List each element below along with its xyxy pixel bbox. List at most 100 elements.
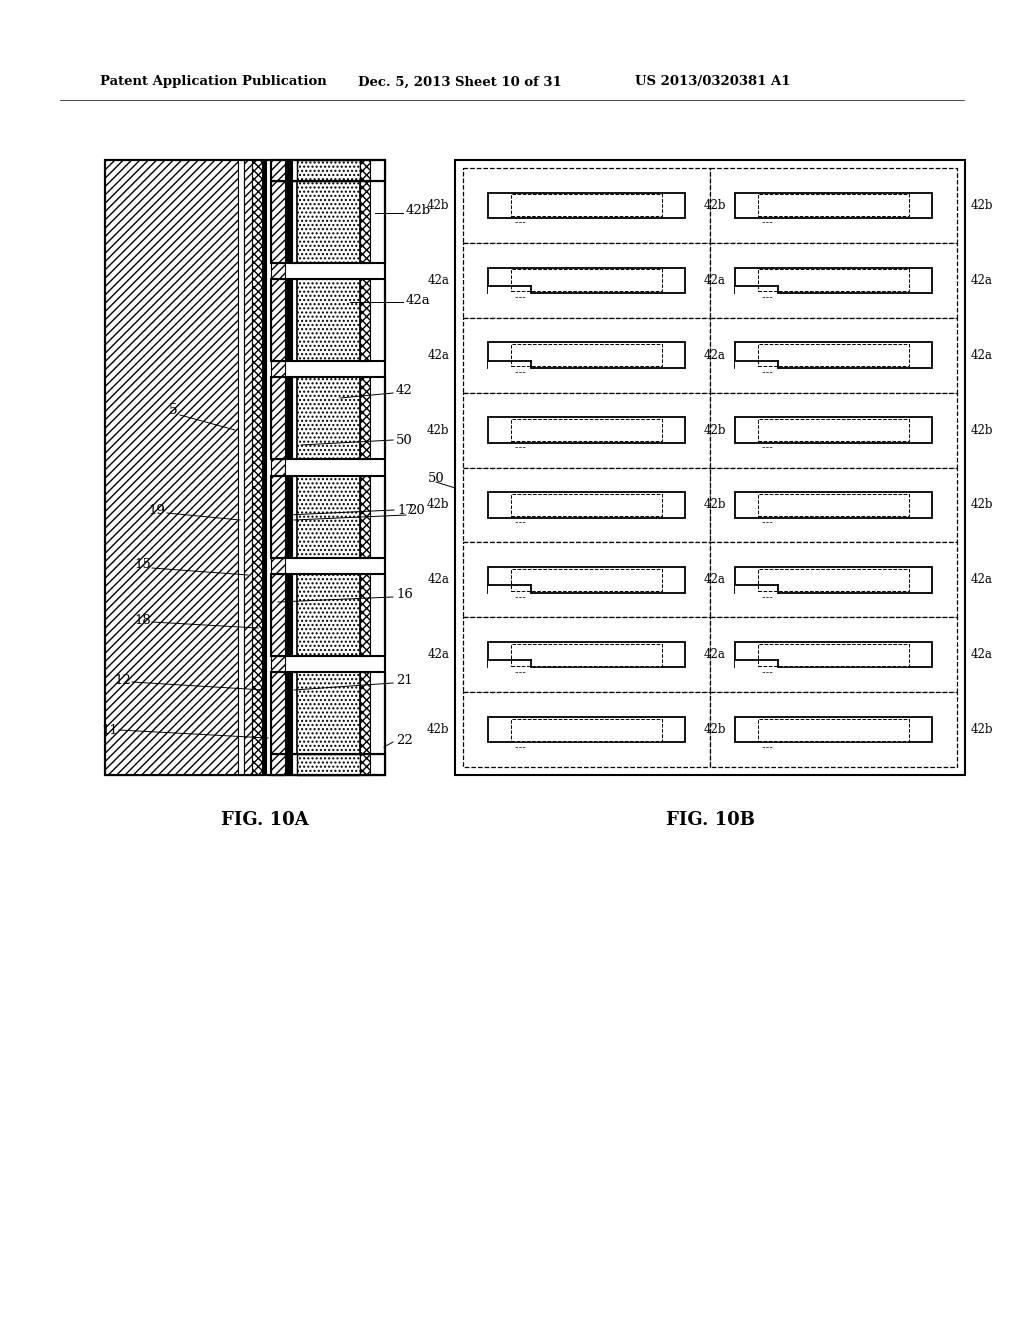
Bar [292,574,297,656]
Bar [292,181,297,263]
Bar [297,280,360,362]
Text: 42a: 42a [705,273,726,286]
Bar [734,193,932,218]
Bar [285,181,292,263]
Bar [759,494,908,516]
Bar [487,585,531,594]
Bar [455,160,965,775]
Bar [511,644,662,665]
Text: 42b: 42b [427,424,449,437]
Bar [487,268,685,293]
Text: 21: 21 [396,673,413,686]
Text: Patent Application Publication: Patent Application Publication [100,75,327,88]
Bar [271,160,285,775]
Text: 42a: 42a [406,293,431,306]
Bar [487,717,685,742]
Bar [360,672,370,754]
Text: 42b: 42b [703,199,726,213]
Bar [511,494,662,516]
Text: 42b: 42b [703,499,726,511]
Text: 42b: 42b [703,723,726,737]
Bar [511,418,662,441]
Text: 20: 20 [408,503,425,516]
Text: 12: 12 [115,673,131,686]
Bar [271,475,385,557]
Bar [271,160,285,181]
Text: 50: 50 [428,471,444,484]
Bar [271,574,285,656]
Bar [710,318,957,392]
Bar [734,268,932,293]
Text: 42a: 42a [427,648,449,661]
Bar [511,194,662,216]
Bar [734,568,932,593]
Bar [285,574,292,656]
Text: 42: 42 [396,384,413,396]
Bar [759,569,908,591]
Bar [734,717,932,742]
Text: 42b: 42b [427,199,449,213]
Bar [511,269,662,292]
Bar [463,618,710,692]
Bar [244,160,252,775]
Bar [271,378,385,459]
Bar [487,568,685,593]
Bar [463,467,710,543]
Bar [463,543,710,618]
Bar [292,672,297,754]
Bar [360,378,370,459]
Bar [285,754,292,775]
Bar [105,160,385,775]
Bar [266,160,271,775]
Bar [463,243,710,318]
Text: 42b: 42b [406,203,431,216]
Bar [271,754,385,775]
Bar [271,181,385,263]
Text: Dec. 5, 2013: Dec. 5, 2013 [358,75,451,88]
Bar [463,318,710,392]
Bar [710,543,957,618]
Bar [252,160,262,775]
Bar [285,160,292,181]
Bar [759,644,908,665]
Bar [759,269,908,292]
Bar [463,392,710,467]
Bar [487,286,531,296]
Bar [271,672,285,754]
Bar [734,492,932,517]
Bar [360,574,370,656]
Bar [262,160,266,775]
Text: 42a: 42a [971,273,993,286]
Bar [487,417,685,442]
Bar [285,672,292,754]
Bar [734,360,778,370]
Bar [734,642,932,668]
Text: 22: 22 [396,734,413,747]
Bar [271,672,385,754]
Bar [759,194,908,216]
Bar [238,160,244,775]
Bar [271,378,285,459]
Text: FIG. 10B: FIG. 10B [666,810,755,829]
Bar [297,672,360,754]
Text: 15: 15 [134,558,152,572]
Bar [297,754,360,775]
Text: FIG. 10A: FIG. 10A [221,810,309,829]
Text: 19: 19 [148,503,166,516]
Text: 42b: 42b [971,199,993,213]
Bar [292,280,297,362]
Text: 42b: 42b [703,424,726,437]
Text: 42b: 42b [427,723,449,737]
Bar [734,585,778,594]
Bar [487,492,685,517]
Bar [463,168,710,243]
Bar [297,574,360,656]
Bar [360,181,370,263]
Text: 42a: 42a [705,348,726,362]
Text: 50: 50 [396,433,413,446]
Bar [511,718,662,741]
Text: 42a: 42a [705,648,726,661]
Text: 42a: 42a [971,573,993,586]
Text: 16: 16 [396,589,413,602]
Bar [271,181,285,263]
